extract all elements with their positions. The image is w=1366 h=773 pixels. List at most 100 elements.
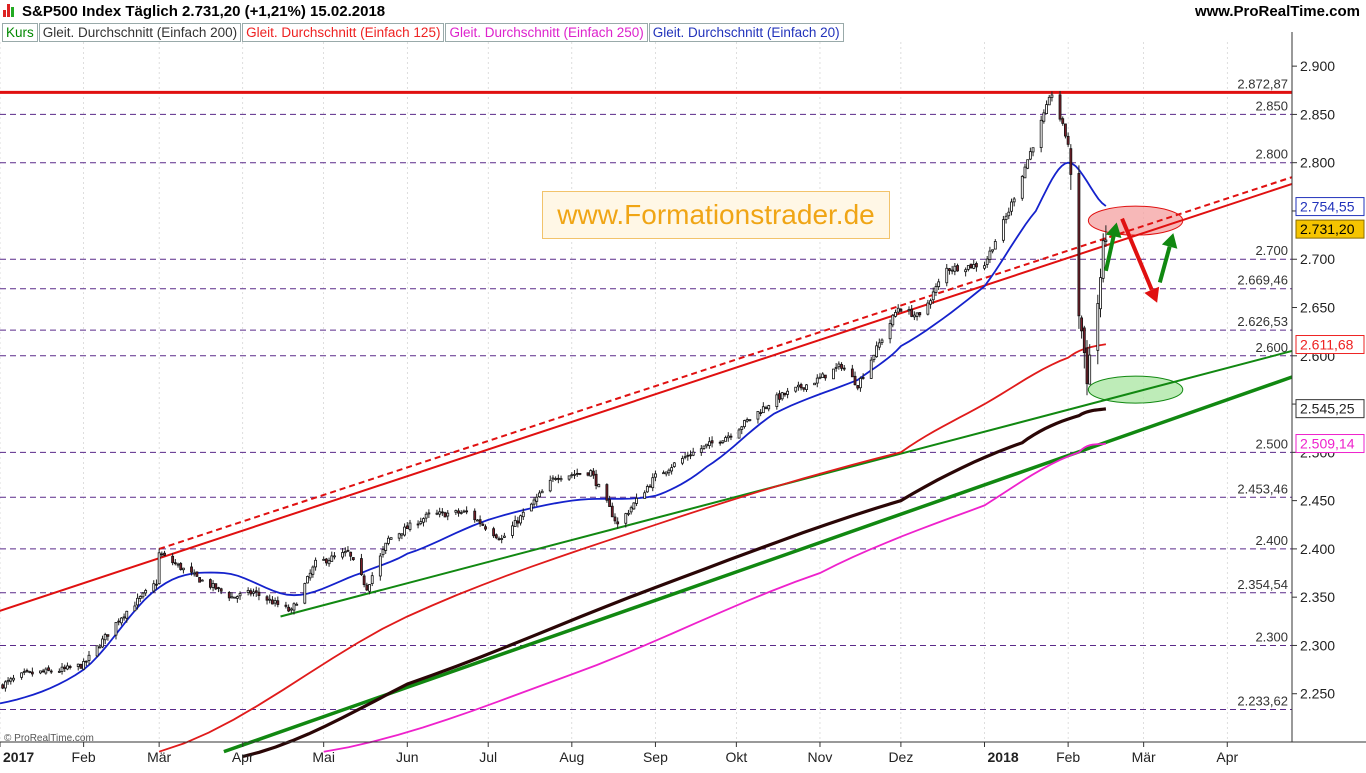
candle-up (138, 596, 142, 599)
legend-item-ma125[interactable]: Gleit. Durchschnitt (Einfach 125) (242, 23, 445, 42)
candle-up (476, 519, 479, 522)
candle-down (613, 516, 617, 522)
candle-up (103, 634, 107, 641)
candle-up (1096, 303, 1100, 351)
legend-item-ma200[interactable]: Gleit. Durchschnitt (Einfach 200) (38, 23, 242, 42)
candle-up (950, 269, 954, 272)
candle-up (176, 563, 180, 566)
candle-down (465, 510, 469, 513)
candle-up (20, 672, 23, 678)
candle-down (214, 583, 218, 590)
candle-up (985, 258, 989, 265)
candle-up (28, 671, 32, 673)
legend-item-ma20[interactable]: Gleit. Durchschnitt (Einfach 20) (648, 23, 844, 42)
candle-up (295, 603, 299, 606)
candle-up (529, 503, 533, 512)
candle-up (813, 382, 816, 386)
arrow-up-2-shaft (1157, 246, 1172, 283)
candle-up (1101, 240, 1105, 279)
candle-down (608, 499, 611, 507)
candle-down (351, 557, 355, 561)
candle-down (969, 263, 973, 269)
candle-up (705, 443, 709, 447)
candle-down (1061, 118, 1065, 124)
support-zone (1087, 375, 1184, 404)
candle-down (179, 563, 183, 570)
candle-down (440, 511, 444, 514)
candle-up (343, 551, 347, 554)
candle-up (136, 597, 139, 606)
candle-up (1010, 201, 1013, 212)
candle-up (991, 249, 995, 252)
candle-up (597, 484, 601, 488)
candle-up (233, 596, 237, 599)
candle-up (767, 405, 771, 410)
arrow-up-2-head (1161, 233, 1178, 249)
candle-down (610, 505, 614, 518)
candle-down (117, 620, 121, 623)
x-tick-label: Apr (1216, 749, 1238, 765)
candle-up (570, 474, 574, 477)
candle-up (966, 265, 970, 270)
candle-up (559, 478, 563, 481)
candle-up (322, 558, 326, 561)
candle-up (521, 511, 525, 518)
candle-down (899, 308, 903, 312)
candle-down (254, 590, 258, 593)
candle-up (1007, 211, 1011, 217)
level-label: 2.233,62 (1237, 694, 1288, 709)
x-tick-label: Apr (232, 749, 254, 765)
source-label[interactable]: www.ProRealTime.com (1194, 3, 1360, 20)
candle-up (726, 435, 730, 439)
candle-up (422, 518, 425, 523)
candle-up (821, 373, 825, 378)
candle-up (1042, 112, 1046, 122)
legend-item-kurs[interactable]: Kurs (2, 23, 38, 42)
candle-up (500, 538, 504, 540)
ma125-line (158, 343, 1107, 753)
candle-up (289, 608, 293, 611)
legend-item-ma250[interactable]: Gleit. Durchschnitt (Einfach 250) (445, 23, 648, 42)
candle-down (586, 472, 590, 476)
candle-up (707, 441, 711, 447)
candle-up (1050, 94, 1054, 98)
candle-up (114, 622, 118, 636)
candle-up (152, 583, 156, 592)
candle-down (249, 590, 253, 595)
candle-down (271, 599, 274, 605)
candle-down (49, 670, 53, 673)
candle-up (929, 300, 932, 305)
candle-up (1001, 219, 1005, 241)
candle-up (101, 638, 104, 648)
level-label: 2.872,87 (1237, 76, 1288, 91)
candle-down (1082, 327, 1086, 354)
candle-up (805, 384, 808, 390)
candle-down (516, 520, 520, 524)
candle-down (443, 512, 447, 518)
candle-up (535, 496, 539, 502)
candle-up (427, 512, 431, 515)
candle-up (389, 537, 393, 540)
value-tag-ma125 (1295, 335, 1365, 355)
candle-up (306, 576, 309, 584)
candle-down (729, 435, 733, 438)
candle-up (502, 535, 506, 538)
candle-up (82, 661, 86, 670)
candle-down (47, 667, 50, 671)
axes: 2.2502.3002.3502.4002.4502.5002.5502.600… (0, 32, 1366, 765)
candle-up (44, 668, 48, 674)
candle-up (1045, 104, 1048, 114)
candle-down (79, 664, 83, 669)
candle-up (775, 394, 779, 408)
candle-up (446, 512, 450, 517)
candle-down (68, 665, 72, 669)
value-tag-label-ma200: 2.545,25 (1300, 401, 1355, 417)
candle-up (907, 309, 911, 312)
candle-down (106, 634, 110, 637)
candle-up (629, 507, 633, 513)
value-tag-label-ma125: 2.611,68 (1300, 337, 1354, 353)
candle-down (494, 534, 498, 539)
candle-down (853, 375, 857, 386)
candle-up (643, 492, 647, 499)
